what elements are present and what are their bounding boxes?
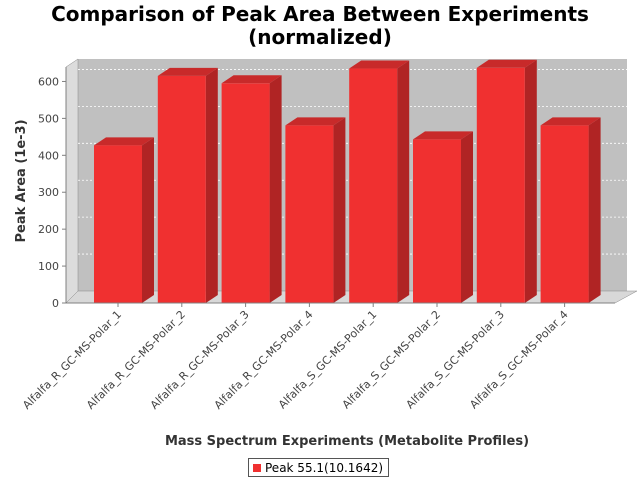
bar-front	[157, 75, 206, 303]
bar-top	[540, 117, 601, 126]
bar	[285, 117, 346, 304]
bar	[540, 117, 601, 304]
bar	[94, 137, 154, 303]
bar	[221, 75, 282, 303]
y-tick-label: 200	[38, 223, 59, 236]
bar	[476, 59, 537, 303]
bar-top	[413, 131, 473, 140]
bar-side	[142, 137, 154, 303]
bar-side	[205, 67, 218, 303]
bar-front	[413, 139, 461, 303]
bar	[413, 131, 473, 303]
bar-side	[397, 60, 410, 304]
y-tick-label: 600	[38, 75, 59, 88]
bar-front	[540, 125, 589, 304]
chart-title-line-2: (normalized)	[248, 25, 392, 49]
bar-side	[269, 75, 282, 303]
plot-left-wall	[65, 58, 79, 304]
chart-title-line-1: Comparison of Peak Area Between Experime…	[51, 2, 589, 26]
y-tick-label: 100	[38, 260, 59, 273]
bar-front	[476, 67, 525, 303]
bar-top	[94, 137, 154, 146]
bars	[94, 59, 601, 304]
x-axis-label: Mass Spectrum Experiments (Metabolite Pr…	[165, 434, 529, 449]
y-tick-label: 400	[38, 149, 59, 162]
y-axis-label: Peak Area (1e-3)	[14, 119, 29, 242]
legend-label: Peak 55.1(10.1642)	[265, 460, 384, 475]
chart-title: Comparison of Peak Area Between Experime…	[0, 3, 640, 49]
bar-front	[285, 125, 334, 304]
bar-top	[476, 59, 537, 68]
bar	[349, 60, 410, 304]
bar-side	[461, 131, 473, 303]
y-tick-label: 500	[38, 112, 59, 125]
y-tick-label: 300	[38, 186, 59, 199]
bar-front	[221, 83, 270, 303]
axes	[65, 67, 615, 304]
bar-front	[94, 145, 142, 303]
bar-front	[349, 68, 398, 304]
legend-swatch	[253, 463, 261, 472]
bar	[157, 67, 218, 303]
bar-side	[333, 117, 346, 304]
bar-side	[588, 117, 601, 304]
legend: Peak 55.1(10.1642)	[248, 458, 390, 477]
y-axis-ticks: 0 100 200 300 400 500 600	[38, 75, 66, 310]
bar-side	[524, 59, 537, 303]
bar-top	[221, 75, 282, 84]
x-axis-ticks: Alfalfa_R_GC-MS-Polar_1Alfalfa_R_GC-MS-P…	[20, 303, 571, 412]
bar-top	[349, 60, 410, 69]
bar-top	[285, 117, 346, 126]
bar-top	[157, 67, 218, 76]
y-tick-label: 0	[52, 297, 59, 310]
